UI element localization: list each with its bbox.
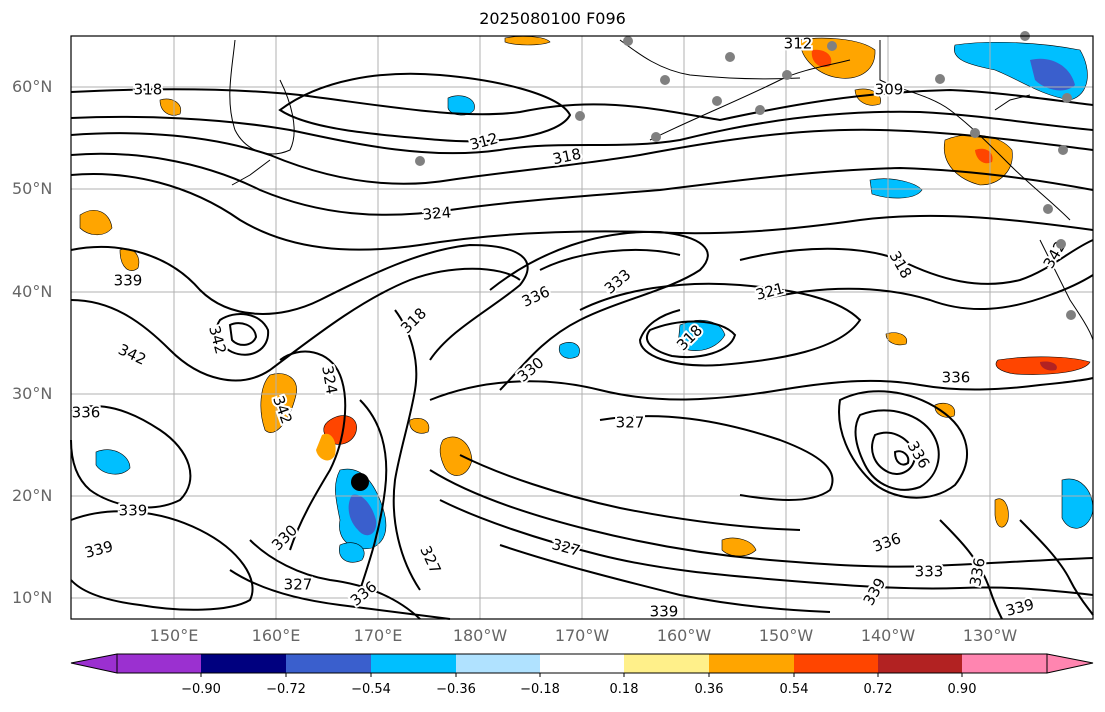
contour-label: 336 bbox=[942, 369, 971, 387]
storm-center-marker bbox=[351, 473, 369, 491]
colorbar-frame bbox=[116, 653, 1048, 674]
lat-label-40n: 40°N bbox=[12, 282, 53, 301]
contour-label: 339 bbox=[119, 502, 148, 520]
colorbar-label: 0.72 bbox=[863, 682, 893, 697]
contour-label: 324 bbox=[318, 364, 341, 395]
lat-label-20n: 20°N bbox=[12, 486, 53, 505]
colorbar-segment bbox=[794, 654, 878, 673]
colorbar-label: 0.18 bbox=[609, 682, 639, 697]
contour-label: 327 bbox=[616, 414, 645, 432]
contour-label: 318 bbox=[134, 81, 163, 99]
contour-label: 333 bbox=[915, 563, 944, 581]
colorbar-label: 0.36 bbox=[694, 682, 724, 697]
colorbar-label: −0.36 bbox=[436, 682, 476, 697]
colorbar-segment bbox=[286, 654, 371, 673]
lat-label-60n: 60°N bbox=[12, 77, 53, 96]
colorbar-label: −0.90 bbox=[181, 682, 221, 697]
colorbar-label: −0.18 bbox=[520, 682, 560, 697]
contour-label: 336 bbox=[72, 404, 101, 422]
lon-label-150e: 150°E bbox=[149, 626, 199, 645]
colorbar-label: −0.72 bbox=[266, 682, 306, 697]
lat-label-50n: 50°N bbox=[12, 179, 53, 198]
contour-label: 327 bbox=[284, 576, 313, 594]
contour-label: 309 bbox=[875, 81, 904, 99]
colorbar-segment bbox=[456, 654, 540, 673]
colorbar-extend-low bbox=[70, 653, 118, 674]
shading-layer bbox=[79, 36, 1094, 563]
colorbar-segment bbox=[117, 654, 201, 673]
contour-label: 339 bbox=[650, 603, 679, 621]
colorbar bbox=[70, 653, 1094, 677]
contours bbox=[70, 72, 1094, 620]
colorbar-segment bbox=[624, 654, 709, 673]
lon-label-170w: 170°W bbox=[554, 626, 610, 645]
lon-label-130w: 130°W bbox=[962, 626, 1018, 645]
colorbar-segment bbox=[540, 654, 624, 673]
lon-label-150w: 150°W bbox=[758, 626, 814, 645]
lat-label-30n: 30°N bbox=[12, 384, 53, 403]
contour-label: 339 bbox=[114, 272, 143, 290]
colorbar-segment bbox=[201, 654, 286, 673]
contour-label: 312 bbox=[784, 35, 813, 53]
colorbar-label: 0.54 bbox=[779, 682, 809, 697]
colorbar-segment bbox=[962, 654, 1047, 673]
graticule bbox=[71, 36, 1093, 619]
contour-label: 336 bbox=[966, 556, 989, 587]
map-frame bbox=[70, 35, 1094, 620]
colorbar-segment bbox=[878, 654, 962, 673]
lat-label-10n: 10°N bbox=[12, 588, 53, 607]
colorbar-label: 0.90 bbox=[947, 682, 977, 697]
lon-label-160e: 160°E bbox=[251, 626, 301, 645]
lon-label-180w: 180°W bbox=[452, 626, 508, 645]
colorbar-segment bbox=[371, 654, 456, 673]
lon-label-170e: 170°E bbox=[353, 626, 403, 645]
contour-label: 324 bbox=[422, 203, 452, 223]
colorbar-label: −0.54 bbox=[351, 682, 391, 697]
map-title: 2025080100 F096 bbox=[479, 9, 626, 28]
lon-label-140w: 140°W bbox=[860, 626, 916, 645]
lon-label-160w: 160°W bbox=[656, 626, 712, 645]
colorbar-segment bbox=[709, 654, 794, 673]
colorbar-extend-high bbox=[1046, 653, 1094, 674]
station-markers bbox=[415, 31, 1076, 320]
